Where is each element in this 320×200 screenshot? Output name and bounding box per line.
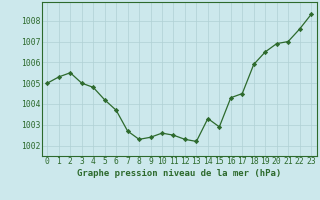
- X-axis label: Graphe pression niveau de la mer (hPa): Graphe pression niveau de la mer (hPa): [77, 169, 281, 178]
